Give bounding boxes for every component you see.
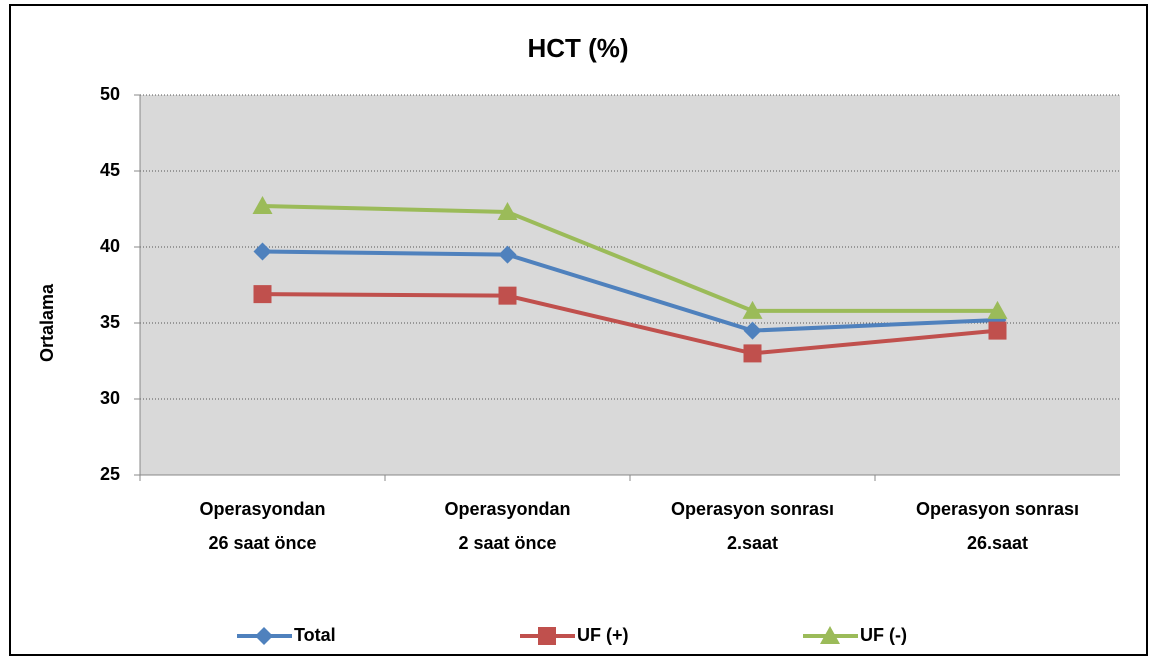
x-tick-label-line: 26 saat önce [208,533,316,553]
chart-title: HCT (%) [527,33,628,63]
point [253,285,272,304]
x-tick-label: Operasyon sonrası 2.saat [671,499,834,553]
point [498,245,517,264]
series-line [262,203,998,313]
point [988,321,1007,340]
point [820,626,840,644]
y-tick-label: 40 [100,236,120,256]
y-tick-label: 50 [100,84,120,104]
y-tick-label: 45 [100,160,120,180]
x-tick-label: Operasyondan 26 saat önce [199,499,325,553]
legend-label: UF (-) [860,625,907,645]
plot-area [140,95,1120,475]
point [497,202,518,221]
x-tick-label-line: Operasyon sonrası [916,499,1079,519]
x-tick-label-line: 26.saat [967,533,1028,553]
legend-label: UF (+) [577,625,629,645]
x-tick-label-line: Operasyondan [199,499,325,519]
point [743,321,762,340]
y-tick-label: 30 [100,388,120,408]
x-tick-label-line: 2.saat [727,533,778,553]
x-tick-label-line: Operasyon sonrası [671,499,834,519]
y-axis-label: Ortalama [37,283,57,362]
y-tick-label: 25 [100,464,120,484]
series-line [262,249,998,333]
series-line [262,292,998,356]
x-tick-label-line: 2 saat önce [458,533,556,553]
point [255,627,273,645]
y-tick-label: 35 [100,312,120,332]
point [538,627,556,645]
point [498,286,517,305]
x-tick-label: Operasyon sonrası 26.saat [916,499,1079,553]
legend-label: Total [294,625,336,645]
x-tick-label-line: Operasyondan [444,499,570,519]
point [743,344,762,363]
point [742,300,763,319]
point [253,242,272,261]
point [252,195,273,214]
point [987,300,1008,319]
x-tick-label: Operasyondan 2 saat önce [444,499,570,553]
